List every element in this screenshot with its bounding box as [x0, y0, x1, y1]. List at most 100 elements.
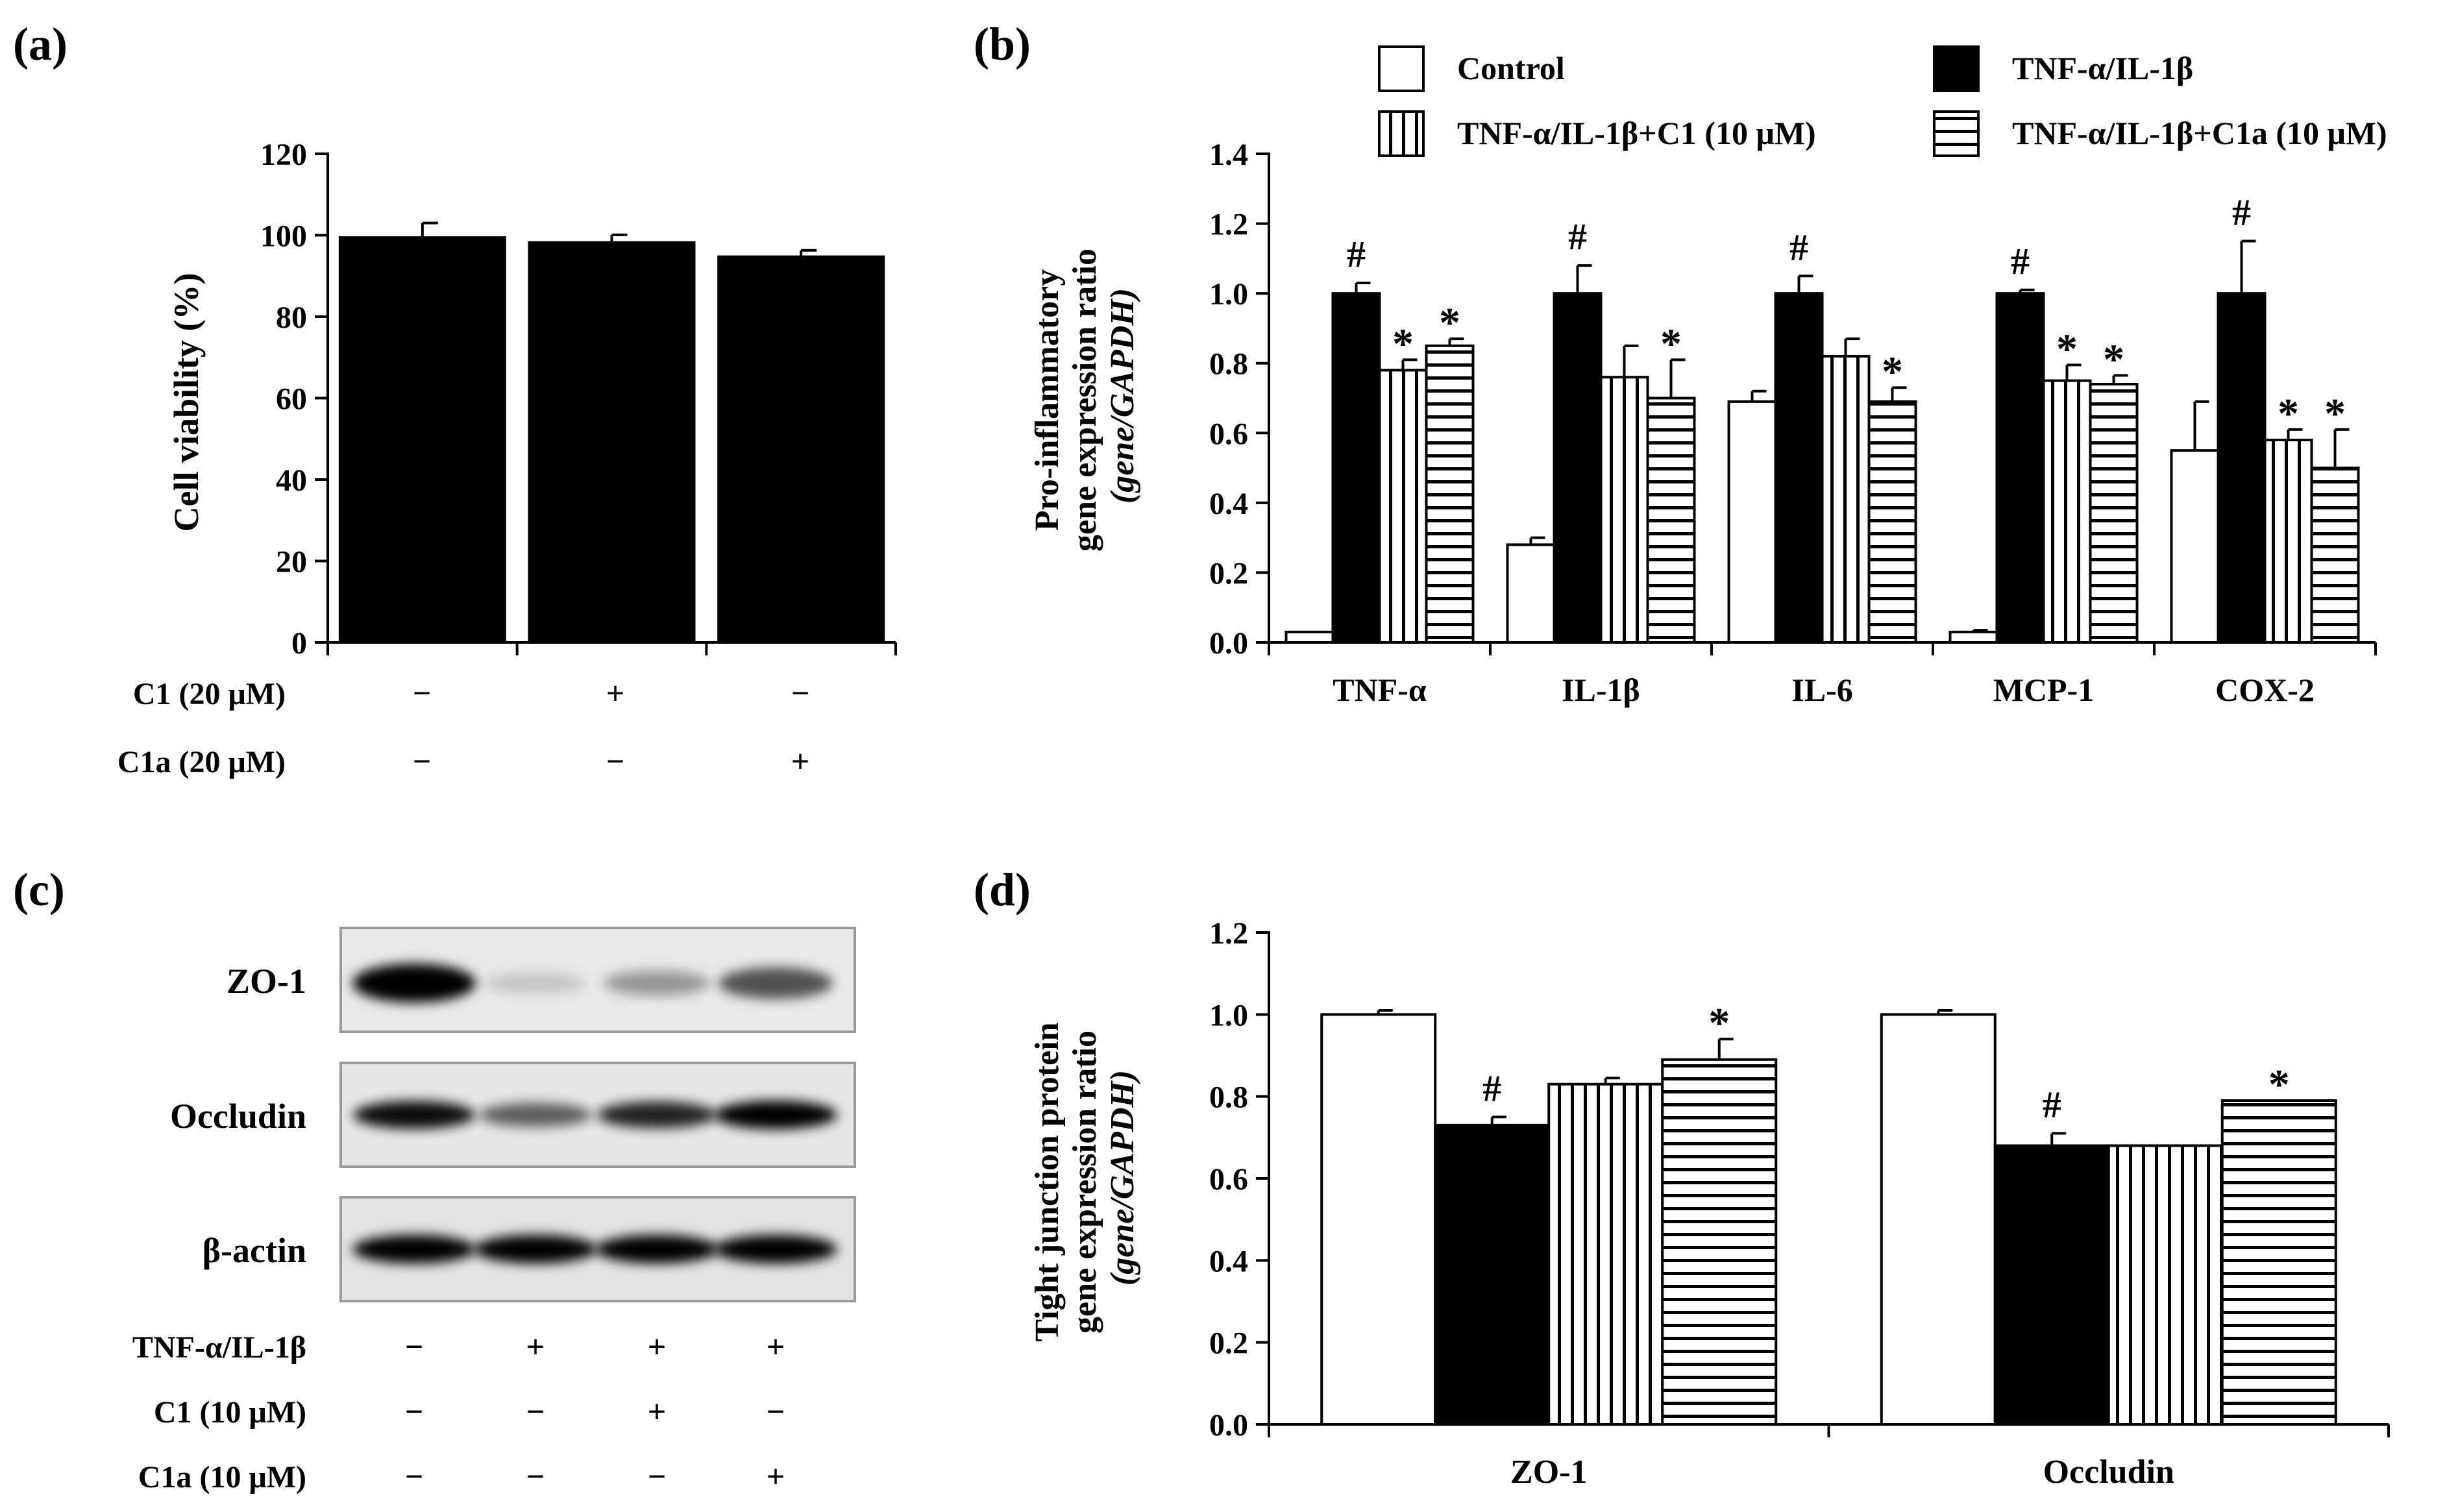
chart-b-marks: 0.0 0.2 0.4 0.6 0.8 1.0 1.2 1.4 TNF-α # * * IL-1β # * I… — [1209, 138, 2377, 708]
blot-mark-0-2: + — [648, 1328, 667, 1365]
chart-a-mark-1-2: + — [791, 743, 810, 779]
chart-b-ylabel: Pro-inflammatory gene expression ratio (… — [1029, 240, 1141, 552]
blot-band-1-2 — [597, 1101, 717, 1128]
chart-a-mark-0-2: − — [791, 675, 810, 711]
blot-mark-1-1: − — [526, 1393, 545, 1430]
chart-b-legend: Control TNF-α/IL-1β TNF-α/IL-1β+C1 (10 μ… — [1378, 45, 2387, 157]
legend-label-control: Control — [1457, 50, 1565, 86]
blot-row-label-zo1: ZO-1 — [227, 962, 306, 1001]
chart-b-bar-3-1 — [1995, 292, 2045, 644]
chart-b-bar-1-3 — [1646, 396, 1696, 644]
blot-mark-2-3: + — [767, 1458, 785, 1494]
chart-b-ytick-label-5: 1.0 — [1209, 277, 1248, 311]
chart-d-category-label-1: Occludin — [2043, 1454, 2174, 1491]
chart-d-bar-0-1 — [1434, 1123, 1551, 1426]
chart-b-significance-3-1: # — [2011, 240, 2030, 282]
chart-b-ytick-label-6: 1.2 — [1209, 208, 1248, 242]
chart-d-ytick-label-1: 0.2 — [1209, 1326, 1248, 1361]
chart-a-condition-label-0: C1 (20 μM) — [133, 677, 286, 711]
blot-band-0-0 — [352, 964, 476, 1003]
chart-b-bar-2-0 — [1727, 400, 1777, 644]
chart-d-ytick-label-2: 0.4 — [1209, 1244, 1248, 1278]
chart-b-bar-0-3 — [1425, 344, 1475, 644]
chart-d-significance-1-3: * — [2268, 1061, 2290, 1108]
legend-label-c1a: TNF-α/IL-1β+C1a (10 μM) — [2012, 115, 2387, 151]
chart-d-ytick-label-4: 0.8 — [1209, 1080, 1248, 1115]
blot-condition-label-2: C1a (10 μM) — [138, 1460, 306, 1494]
chart-b-ytick-label-3: 0.6 — [1209, 417, 1248, 451]
chart-d-bar-1-1 — [1993, 1144, 2110, 1426]
legend-swatch-c1a — [1933, 110, 1980, 157]
chart-b-significance-4-2: * — [2278, 390, 2299, 437]
chart-b-bar-1-1 — [1553, 292, 1603, 644]
chart-b-category-label-4: COX-2 — [2215, 672, 2315, 708]
chart-a-ytick-label-0: 0 — [291, 626, 307, 661]
blot-mark-0-0: − — [405, 1328, 424, 1365]
legend-label-tnf: TNF-α/IL-1β — [2012, 50, 2193, 86]
chart-d-category-label-0: ZO-1 — [1510, 1454, 1587, 1491]
chart-d-bar-0-2 — [1547, 1082, 1664, 1426]
blot-mark-0-1: + — [526, 1328, 545, 1365]
legend-swatch-c1 — [1378, 110, 1425, 157]
chart-a-mark-1-0: − — [413, 743, 432, 779]
chart-b-bar-0-0 — [1284, 630, 1334, 644]
chart-d-ytick-label-3: 0.6 — [1209, 1162, 1248, 1197]
blot-band-0-3 — [719, 967, 833, 999]
chart-b-bar-0-1 — [1331, 292, 1381, 644]
blot-row-label-occludin: Occludin — [170, 1097, 306, 1136]
chart-d-ylabel-line-2: gene expression ratio — [1066, 1030, 1103, 1334]
chart-b-ylabel-line-3: (gene/GAPDH) — [1104, 288, 1141, 504]
chart-b-significance-2-1: # — [1789, 226, 1808, 268]
chart-b-bar-0-2 — [1378, 369, 1428, 644]
chart-a-mark-0-0: − — [413, 675, 432, 711]
chart-b-significance-1-1: # — [1568, 215, 1587, 258]
chart-b-category-label-1: IL-1β — [1562, 672, 1640, 708]
chart-d-ylabel-line-1: Tight junction protein — [1029, 1022, 1066, 1341]
chart-b-bar-2-1 — [1774, 292, 1824, 644]
chart-a-ytick-label-5: 100 — [260, 219, 307, 254]
chart-a-ytick-label-6: 120 — [260, 138, 307, 172]
chart-b-significance-3-3: * — [2103, 336, 2124, 384]
chart-a-mark-0-1: + — [606, 675, 625, 711]
chart-a-condition-label-1: C1a (20 μM) — [117, 745, 286, 779]
chart-b-significance-2-3: * — [1882, 348, 1903, 395]
chart-a-bar-0 — [338, 236, 506, 644]
blot-mark-2-1: − — [526, 1458, 545, 1494]
blot-band-2-1 — [474, 1235, 597, 1263]
chart-b-significance-0-1: # — [1347, 233, 1366, 275]
chart-b-ylabel-line-1: Pro-inflammatory — [1029, 269, 1066, 531]
chart-d-ytick-label-6: 1.2 — [1209, 916, 1248, 951]
legend-swatch-control — [1378, 45, 1425, 92]
blot-band-1-0 — [353, 1101, 475, 1129]
chart-b-category-label-3: MCP-1 — [1993, 672, 2095, 708]
chart-b-pro-inflammatory: 0.0 0.2 0.4 0.6 0.8 1.0 1.2 1.4 TNF-α # * * IL-1β # * I… — [1029, 45, 2387, 708]
blot-row-label-actin: β-actin — [203, 1231, 306, 1270]
chart-a-ytick-label-3: 60 — [276, 382, 307, 417]
blot-mark-1-2: + — [648, 1393, 667, 1430]
chart-b-bar-4-1 — [2217, 292, 2267, 644]
chart-b-ytick-label-2: 0.4 — [1209, 487, 1248, 521]
blot-condition-label-1: C1 (10 μM) — [154, 1395, 306, 1430]
chart-b-ytick-label-0: 0.0 — [1209, 626, 1248, 661]
chart-b-significance-4-3: * — [2324, 390, 2346, 437]
legend-swatch-tnf — [1933, 45, 1980, 92]
chart-a-conditions: C1 (20 μM) C1a (20 μM) − + − − − + — [117, 675, 809, 779]
chart-a-bar-1 — [528, 241, 696, 644]
chart-b-significance-1-3: * — [1660, 320, 1682, 367]
chart-b-bar-4-3 — [2310, 467, 2360, 644]
chart-d-significance-0-3: * — [1708, 999, 1730, 1047]
chart-b-category-label-2: IL-6 — [1791, 672, 1852, 708]
blot-band-2-3 — [714, 1235, 837, 1263]
blot-mark-2-2: − — [648, 1458, 667, 1494]
chart-b-bar-2-3 — [1867, 400, 1917, 644]
chart-d-bar-0-0 — [1320, 1013, 1437, 1426]
chart-d-ytick-label-0: 0.0 — [1209, 1408, 1248, 1443]
chart-d-marks: 0.0 0.2 0.4 0.6 0.8 1.0 1.2 ZO-1 # * Occludin # * — [1209, 916, 2390, 1491]
chart-b-significance-3-2: * — [2056, 325, 2078, 372]
blot-bands — [352, 964, 837, 1263]
chart-b-significance-4-1: # — [2232, 191, 2251, 233]
chart-b-bar-2-2 — [1821, 354, 1871, 644]
chart-b-ytick-label-4: 0.8 — [1209, 347, 1248, 382]
blot-mark-0-3: + — [767, 1328, 785, 1365]
